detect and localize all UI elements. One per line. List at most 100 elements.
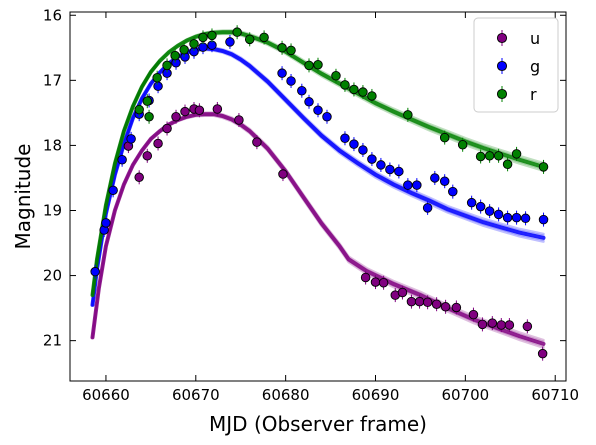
data-point-r: [484, 151, 495, 161]
data-point-u: [468, 309, 479, 320]
data-point-u: [496, 320, 507, 330]
data-point-u: [212, 104, 223, 114]
data-point-u: [278, 169, 288, 179]
data-points: [90, 25, 549, 361]
data-point-g: [439, 176, 450, 186]
data-point-g: [286, 76, 296, 86]
data-point-u: [162, 123, 172, 134]
data-point-u: [153, 138, 163, 149]
data-point-u: [422, 297, 433, 308]
y-tick-label: 21: [43, 332, 62, 350]
data-point-u: [440, 302, 451, 312]
model-curve-u: [91, 113, 545, 348]
data-point-r: [538, 162, 549, 172]
data-point-r: [144, 112, 154, 122]
data-point-r: [207, 30, 217, 41]
data-point-u: [234, 115, 244, 125]
data-point-r: [511, 149, 522, 159]
data-point-u: [406, 296, 417, 307]
data-point-u: [378, 277, 389, 288]
y-tick-label: 16: [43, 6, 62, 24]
data-point-g: [90, 266, 100, 277]
x-tick-label: 60660: [82, 386, 130, 404]
data-point-g: [322, 112, 332, 122]
model-curve-u: [90, 112, 546, 346]
data-point-r: [170, 50, 180, 61]
data-point-u: [142, 151, 153, 161]
data-point-g: [493, 209, 504, 220]
data-point-u: [134, 172, 144, 183]
y-tick-label: 20: [43, 267, 62, 285]
data-point-u: [431, 299, 442, 309]
data-point-r: [502, 159, 513, 170]
y-tick-label: 19: [43, 201, 62, 219]
y-axis-title: Magnitude: [11, 144, 35, 250]
y-tick-label: 18: [43, 136, 62, 154]
data-point-g: [117, 154, 127, 165]
data-point-r: [340, 80, 350, 90]
data-point-g: [297, 85, 307, 96]
data-point-r: [286, 45, 296, 56]
data-point-u: [487, 318, 498, 328]
data-point-r: [475, 151, 486, 162]
legend: ugr: [473, 17, 559, 113]
data-point-u: [504, 320, 515, 330]
legend-marker-g: [496, 60, 508, 72]
data-point-g: [101, 218, 111, 228]
data-point-u: [194, 105, 205, 116]
data-point-g: [422, 203, 433, 213]
data-point-r: [367, 91, 377, 101]
data-point-r: [457, 140, 468, 150]
data-point-r: [304, 60, 314, 71]
legend-label-g: g: [530, 57, 540, 76]
data-point-g: [448, 186, 458, 197]
data-point-r: [493, 151, 504, 161]
data-point-g: [313, 105, 323, 116]
data-point-u: [370, 277, 381, 287]
data-point-g: [502, 212, 513, 223]
data-point-r: [162, 60, 172, 71]
data-point-g: [412, 180, 422, 190]
data-point-g: [367, 154, 377, 164]
data-point-u: [451, 302, 462, 313]
x-tick-label: 60700: [442, 386, 490, 404]
data-point-g: [304, 97, 314, 107]
data-point-r: [349, 84, 359, 95]
x-axis-title: MJD (Observer frame): [209, 412, 427, 436]
data-point-g: [376, 160, 386, 170]
legend-marker-r: [496, 88, 508, 100]
y-tick-label: 17: [43, 71, 62, 89]
data-point-r: [244, 34, 255, 45]
x-tick-label: 60680: [262, 386, 310, 404]
data-point-g: [430, 173, 440, 183]
data-point-r: [198, 32, 208, 43]
data-point-r: [313, 59, 323, 70]
data-point-r: [439, 132, 450, 143]
data-point-g: [108, 185, 118, 196]
data-point-r: [331, 71, 341, 81]
model-curve-r: [91, 32, 545, 297]
plot-frame: [69, 11, 567, 382]
data-point-r: [189, 39, 199, 49]
data-point-r: [403, 110, 413, 120]
data-point-u: [360, 272, 371, 283]
data-point-g: [538, 214, 549, 225]
data-point-g: [520, 213, 531, 224]
data-point-g: [126, 134, 136, 144]
data-point-r: [259, 32, 269, 43]
data-point-g: [349, 139, 359, 149]
data-point-u: [171, 112, 181, 122]
data-point-r: [358, 87, 368, 97]
data-point-r: [179, 44, 189, 55]
legend-box: [473, 17, 559, 113]
data-point-u: [397, 287, 408, 298]
data-point-g: [340, 133, 350, 144]
legend-label-r: r: [530, 85, 537, 104]
data-point-u: [180, 106, 190, 117]
data-point-g: [153, 81, 163, 91]
data-point-g: [394, 166, 404, 177]
data-point-g: [358, 145, 368, 155]
data-point-u: [477, 319, 488, 330]
data-point-r: [134, 104, 144, 115]
x-tick-label: 60690: [352, 386, 400, 404]
